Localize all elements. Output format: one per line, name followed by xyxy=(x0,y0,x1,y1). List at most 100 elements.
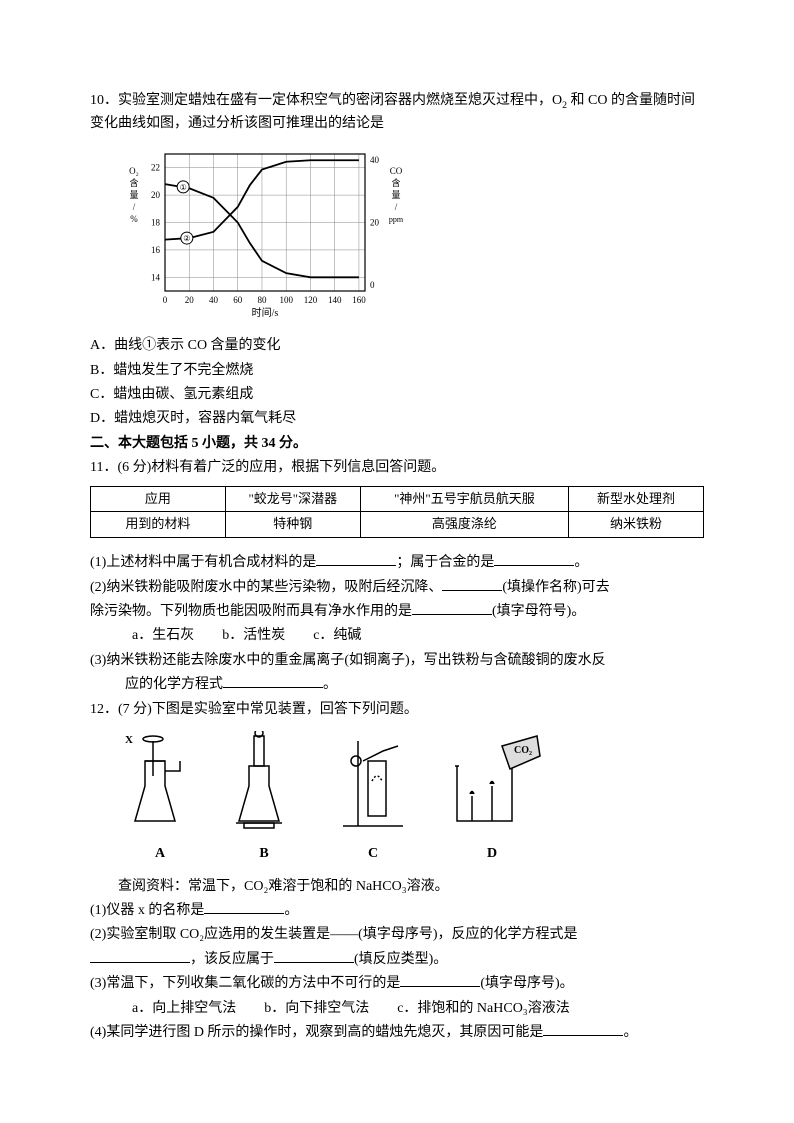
apparatus-row: X A B C xyxy=(120,731,704,866)
svg-text:①: ① xyxy=(180,183,187,192)
q12-stem: 12．(7 分)下图是实验室中常见装置，回答下列问题。 xyxy=(90,699,704,721)
svg-text:含: 含 xyxy=(391,177,400,188)
label-C: C xyxy=(328,843,418,865)
q10-optB: B．蜡烛发生了不完全燃烧 xyxy=(90,360,704,382)
text: ；属于合金的是 xyxy=(396,555,494,570)
apparatus-B: B xyxy=(224,731,304,866)
apparatus-D: CO₂ D xyxy=(442,731,542,866)
svg-text:量: 量 xyxy=(391,190,400,200)
text: (填操作名称)可去 xyxy=(502,580,609,595)
q11-text: (6 分)材料有着广泛的应用，根据下列信息回答问题。 xyxy=(117,460,445,475)
materials-table: 应用 "蛟龙号"深潜器 "神州"五号宇航员航天服 新型水处理剂 用到的材料 特种… xyxy=(90,486,704,539)
cell: 应用 xyxy=(91,486,226,512)
svg-text:含: 含 xyxy=(129,177,138,188)
q11-2-opts: a．生石灰 b．活性炭 c．纯碱 xyxy=(90,625,704,647)
label-B: B xyxy=(224,843,304,865)
cell: 新型水处理剂 xyxy=(569,486,704,512)
cell: 纳米铁粉 xyxy=(569,512,704,538)
svg-text:X: X xyxy=(125,734,133,746)
svg-text:22: 22 xyxy=(151,163,160,173)
label-D: D xyxy=(442,843,542,865)
q12-ref: 查阅资料：常温下，CO₂难溶于饱和的 NaHCO₃溶液。 xyxy=(90,876,704,898)
blank[interactable] xyxy=(400,973,480,987)
svg-text:20: 20 xyxy=(151,190,161,200)
apparatus-c-icon xyxy=(328,731,418,831)
apparatus-C: C xyxy=(328,731,418,866)
q10-stem: 10．实验室测定蜡烛在盛有一定体积空气的密闭容器内燃烧至熄灭过程中，O2 和 C… xyxy=(90,90,704,136)
text: 应的化学方程式 xyxy=(125,677,223,692)
q12-2a: (2)实验室制取 CO₂应选用的发生装置是――(填字母序号)，反应的化学方程式是 xyxy=(90,924,704,946)
q12-3: (3)常温下，下列收集二氧化碳的方法中不可行的是 (填字母序号)。 xyxy=(90,973,704,995)
q10-number: 10． xyxy=(90,93,118,108)
text: 。 xyxy=(323,677,337,692)
sub-2: 2 xyxy=(562,100,567,111)
svg-text:%: % xyxy=(130,214,138,224)
q11-1: (1)上述材料中属于有机合成材料的是 ；属于合金的是 。 xyxy=(90,552,704,574)
flask-b-icon xyxy=(224,731,304,831)
q10-chart: 020406080100120140160141618202202040时间/s… xyxy=(120,144,704,327)
svg-text:ppm: ppm xyxy=(389,215,404,224)
blank[interactable] xyxy=(412,601,492,615)
cell: "神州"五号宇航员航天服 xyxy=(360,486,568,512)
blank[interactable] xyxy=(204,900,284,914)
text: (3)常温下，下列收集二氧化碳的方法中不可行的是 xyxy=(90,976,400,991)
cell: 用到的材料 xyxy=(91,512,226,538)
q12-text: (7 分)下图是实验室中常见装置，回答下列问题。 xyxy=(118,702,418,717)
svg-text:18: 18 xyxy=(151,217,161,227)
q12-4: (4)某同学进行图 D 所示的操作时，观察到高的蜡烛先熄灭，其原因可能是 。 xyxy=(90,1022,704,1044)
text: 。 xyxy=(623,1025,637,1040)
svg-text:140: 140 xyxy=(328,295,342,305)
q11-stem: 11．(6 分)材料有着广泛的应用，根据下列信息回答问题。 xyxy=(90,457,704,479)
q12-2b: ，该反应属于(填反应类型)。 xyxy=(90,949,704,971)
svg-text:/: / xyxy=(133,202,136,212)
text: (2)纳米铁粉能吸附废水中的某些污染物，吸附后经沉降、 xyxy=(90,580,442,595)
label-A: A xyxy=(120,843,200,865)
blank[interactable] xyxy=(442,577,502,591)
cell: 高强度涤纶 xyxy=(360,512,568,538)
flask-a-icon: X xyxy=(120,731,200,831)
text: (填字母符号)。 xyxy=(492,604,585,619)
q12-number: 12． xyxy=(90,702,118,717)
svg-text:0: 0 xyxy=(370,280,375,290)
svg-text:CO₂: CO₂ xyxy=(514,745,532,756)
beaker-d-icon: CO₂ xyxy=(442,731,542,831)
q10-text1: 实验室测定蜡烛在盛有一定体积空气的密闭容器内燃烧至熄灭过程中，O xyxy=(118,93,562,108)
section2-title: 二、本大题包括 5 小题，共 34 分。 xyxy=(90,433,704,455)
cell: 特种钢 xyxy=(225,512,360,538)
svg-text:O₂: O₂ xyxy=(129,166,139,176)
q12-1: (1)仪器 x 的名称是。 xyxy=(90,900,704,922)
apparatus-A: X A xyxy=(120,731,200,866)
svg-text:120: 120 xyxy=(304,295,318,305)
blank[interactable] xyxy=(316,552,396,566)
blank[interactable] xyxy=(494,552,574,566)
svg-text:CO: CO xyxy=(390,166,403,176)
svg-text:②: ② xyxy=(183,234,190,243)
svg-text:16: 16 xyxy=(151,245,161,255)
q11-number: 11． xyxy=(90,460,117,475)
text: (4)某同学进行图 D 所示的操作时，观察到高的蜡烛先熄灭，其原因可能是 xyxy=(90,1025,543,1040)
svg-text:100: 100 xyxy=(279,295,293,305)
blank[interactable] xyxy=(543,1022,623,1036)
table-row: 用到的材料 特种钢 高强度涤纶 纳米铁粉 xyxy=(91,512,704,538)
text: (1)仪器 x 的名称是 xyxy=(90,903,204,918)
table-row: 应用 "蛟龙号"深潜器 "神州"五号宇航员航天服 新型水处理剂 xyxy=(91,486,704,512)
svg-text:40: 40 xyxy=(209,295,219,305)
blank[interactable] xyxy=(223,674,323,688)
text: 。 xyxy=(574,555,588,570)
svg-text:60: 60 xyxy=(233,295,243,305)
svg-text:时间/s: 时间/s xyxy=(252,306,279,319)
svg-text:20: 20 xyxy=(370,217,380,227)
q10-optA: A．曲线①表示 CO 含量的变化 xyxy=(90,335,704,357)
svg-text:0: 0 xyxy=(163,295,168,305)
q10-optC: C．蜡烛由碳、氢元素组成 xyxy=(90,384,704,406)
blank[interactable] xyxy=(90,949,190,963)
text: 除污染物。下列物质也能因吸附而具有净水作用的是 xyxy=(90,604,412,619)
svg-text:20: 20 xyxy=(185,295,195,305)
text: (填字母序号)。 xyxy=(480,976,573,991)
svg-text:80: 80 xyxy=(257,295,267,305)
text: (填反应类型)。 xyxy=(354,952,447,967)
text: (1)上述材料中属于有机合成材料的是 xyxy=(90,555,316,570)
svg-text:40: 40 xyxy=(370,155,380,165)
blank[interactable] xyxy=(274,949,354,963)
chart-svg: 020406080100120140160141618202202040时间/s… xyxy=(120,144,410,319)
